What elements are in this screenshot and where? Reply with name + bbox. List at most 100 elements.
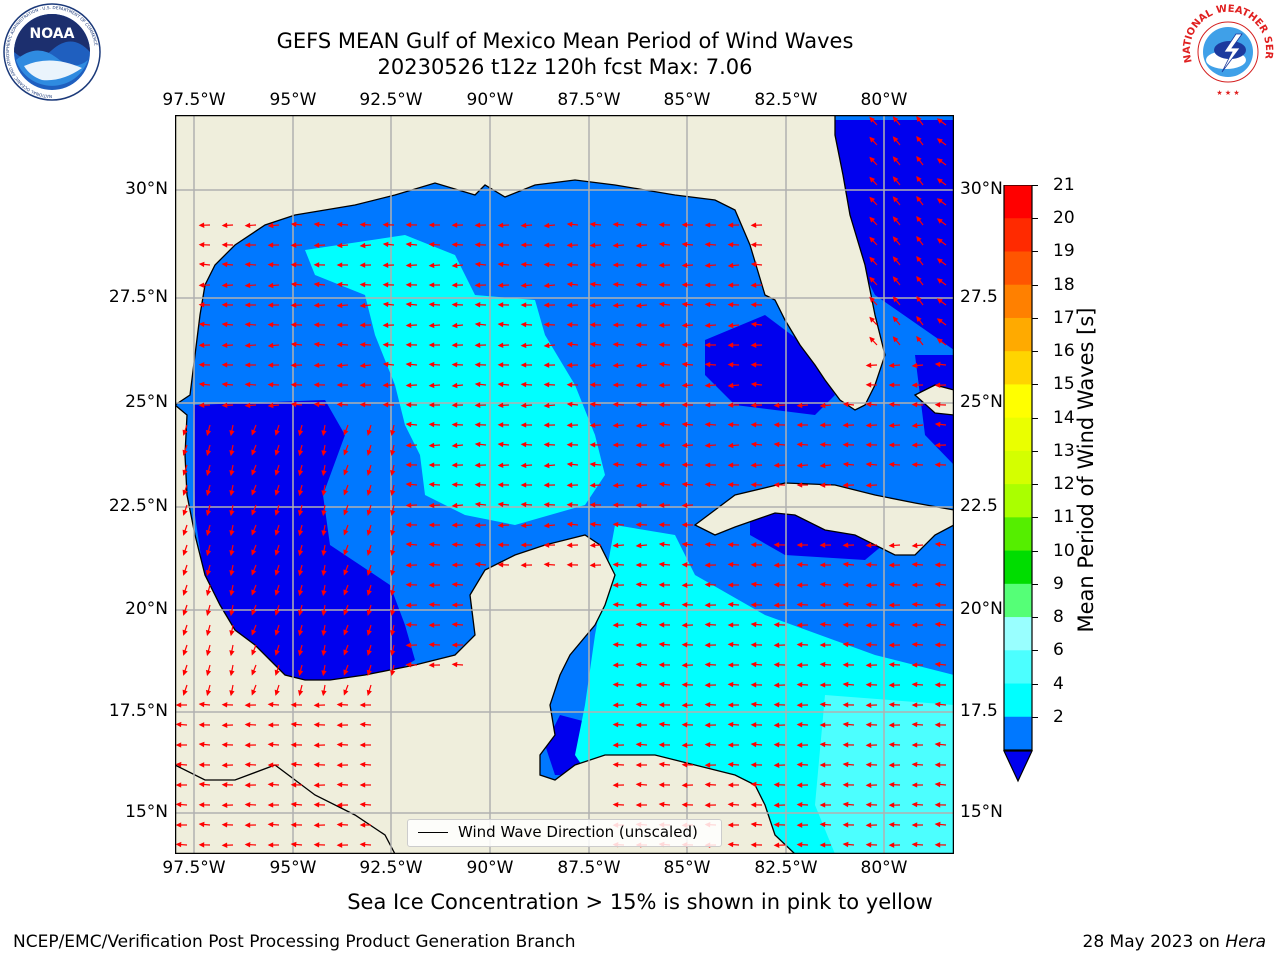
wave-arrow-head (865, 682, 872, 688)
wave-arrow-head (612, 542, 619, 549)
page-title: GEFS MEAN Gulf of Mexico Mean Period of … (180, 28, 950, 80)
wave-arrow-head (313, 802, 320, 808)
wave-arrow-head (267, 821, 274, 828)
wave-arrow-head (497, 222, 504, 229)
wave-arrow-head (635, 602, 642, 608)
wave-arrow-head (681, 622, 688, 628)
wave-arrow-head (343, 449, 349, 456)
wave-arrow-head (474, 422, 481, 428)
wave-arrow-head (497, 302, 504, 308)
wave-arrow-head (274, 489, 280, 496)
wave-arrow-head (658, 801, 665, 808)
wave-arrow-head (796, 402, 803, 409)
wave-arrow-head (359, 721, 366, 728)
wave-arrow-head (727, 822, 734, 828)
wave-arrow-head (198, 741, 205, 748)
wave-arrow-head (290, 221, 297, 228)
wave-arrow-head (916, 315, 922, 322)
wave-arrow-head (290, 322, 297, 328)
map-frame (175, 115, 954, 854)
wave-arrow-head (658, 361, 665, 368)
wave-arrow-head (888, 422, 895, 429)
wave-arrow-head (390, 449, 396, 457)
wave-arrow-head (451, 282, 458, 288)
wave-arrow-head (936, 298, 943, 304)
wave-arrow-head (750, 282, 757, 288)
map-legend: Wind Wave Direction (unscaled) (407, 819, 722, 847)
wave-arrow-head (343, 629, 349, 636)
lon-label-top: 82.5°W (754, 90, 818, 110)
wave-arrow-head (681, 722, 688, 728)
wave-arrow-head (175, 782, 182, 788)
title-line-1: GEFS MEAN Gulf of Mexico Mean Period of … (276, 29, 854, 53)
wave-arrow-head (911, 542, 918, 549)
wave-arrow-head (244, 761, 251, 768)
wave-arrow-head (869, 336, 876, 343)
wave-arrow-head (911, 841, 918, 848)
wave-arrow-head (612, 362, 619, 369)
wave-arrow-head (658, 342, 665, 348)
wave-arrow-head (267, 701, 274, 708)
wave-arrow-head (359, 382, 366, 388)
wave-arrow-head (343, 649, 349, 656)
wave-arrow-head (274, 449, 280, 456)
land-areas (175, 115, 954, 854)
wave-arrow-head (336, 762, 343, 768)
wave-arrow-head (727, 641, 734, 648)
wave-arrow-head (244, 261, 251, 268)
wave-arrow-head (589, 302, 596, 309)
wave-arrow-head (635, 322, 642, 328)
wave-arrow-head (865, 802, 872, 808)
wave-arrow-head (267, 222, 274, 229)
wave-arrow-head (566, 362, 573, 368)
wave-arrow-head (842, 702, 849, 708)
wave-arrow-head (274, 429, 280, 436)
colorbar (1003, 185, 1033, 783)
wave-arrow-head (221, 802, 228, 808)
wave-arrow-head (773, 562, 780, 568)
wave-arrow-head (635, 781, 642, 788)
wave-arrow-head (727, 561, 734, 568)
wave-arrow-head (251, 509, 257, 516)
wave-arrow-head (612, 521, 619, 528)
wave-arrow-head (911, 582, 918, 588)
colorbar-label: 11 (1053, 507, 1075, 528)
wave-arrow-head (274, 649, 280, 656)
wave-arrow-head (274, 469, 280, 476)
wave-arrow-head (819, 741, 826, 748)
wave-arrow-head (796, 462, 803, 469)
wave-arrow-head (313, 362, 320, 369)
colorbar-extend-triangle (1003, 750, 1033, 783)
wave-arrow-head (842, 461, 849, 468)
colorbar-tick (1032, 683, 1038, 685)
wave-arrow-head (336, 221, 343, 228)
wave-arrow-head (869, 296, 876, 303)
wave-arrow-head (366, 469, 372, 476)
wave-arrow-head (497, 321, 504, 328)
colorbar-swatch (1004, 218, 1032, 252)
colorbar-label: 17 (1053, 307, 1075, 328)
wave-arrow-head (911, 721, 918, 728)
wave-arrow-head (428, 582, 435, 588)
wave-arrow-head (888, 701, 895, 708)
wave-arrow-head (321, 590, 327, 597)
wave-arrow-head (865, 582, 872, 588)
wave-arrow-head (175, 721, 182, 728)
wave-arrow-head (198, 261, 205, 268)
wave-arrow-head (451, 642, 458, 648)
wave-arrow-head (313, 762, 320, 768)
wave-arrow-head (704, 642, 711, 648)
wave-arrow-head (497, 422, 504, 428)
wave-arrow-head (205, 669, 212, 677)
wave-arrow-head (313, 742, 320, 748)
wave-arrow-head (336, 781, 343, 788)
wave-arrow-head (589, 521, 596, 528)
wave-arrow-head (290, 702, 297, 708)
wave-arrow-head (750, 621, 757, 628)
wave-arrow-head (681, 402, 688, 408)
wave-arrow-head (681, 502, 688, 509)
wave-arrow-head (497, 522, 504, 529)
wave-arrow-head (182, 589, 188, 596)
wave-arrow-head (727, 681, 734, 688)
wave-arrow-head (298, 429, 304, 437)
